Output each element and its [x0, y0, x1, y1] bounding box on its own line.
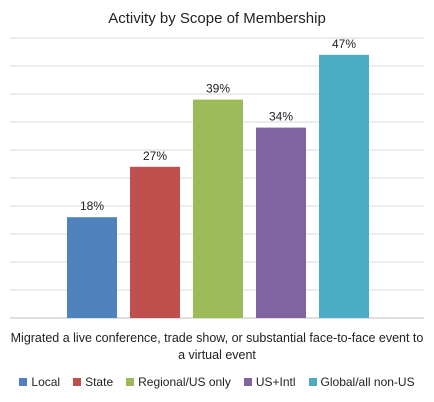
legend-item: State: [73, 375, 113, 389]
legend-swatch: [308, 378, 317, 386]
legend-item: Regional/US only: [126, 375, 231, 389]
legend-label: Local: [31, 375, 61, 389]
bar-state: [130, 166, 180, 318]
legend-item: Global/all non-US: [308, 375, 415, 389]
legend-label: State: [85, 375, 114, 389]
data-label: 34%: [269, 110, 293, 124]
legend-swatch: [243, 378, 252, 386]
legend-swatch: [126, 378, 135, 386]
data-label: 27%: [143, 149, 167, 163]
bar-us-intl: [256, 127, 306, 318]
bar-local: [67, 217, 117, 318]
bar-global-all-non-us: [319, 54, 369, 319]
x-axis-label: Migrated a live conference, trade show, …: [10, 331, 424, 362]
legend-item: US+Intl: [243, 375, 296, 389]
legend-swatch: [73, 378, 82, 386]
data-label: 47%: [332, 37, 356, 51]
legend: Local State Regional/US only US+Intl Global/…: [0, 375, 434, 389]
legend-label: Regional/US only: [138, 375, 231, 389]
chart-title: Activity by Scope of Membership: [108, 10, 326, 27]
data-label: 39%: [206, 82, 230, 96]
legend-item: Local: [19, 375, 60, 389]
bar-regional-us-only: [193, 99, 243, 318]
data-label: 18%: [80, 199, 104, 213]
legend-label: US+Intl: [255, 375, 296, 389]
legend-label: Global/all non-US: [320, 375, 415, 389]
legend-swatch: [19, 378, 28, 386]
